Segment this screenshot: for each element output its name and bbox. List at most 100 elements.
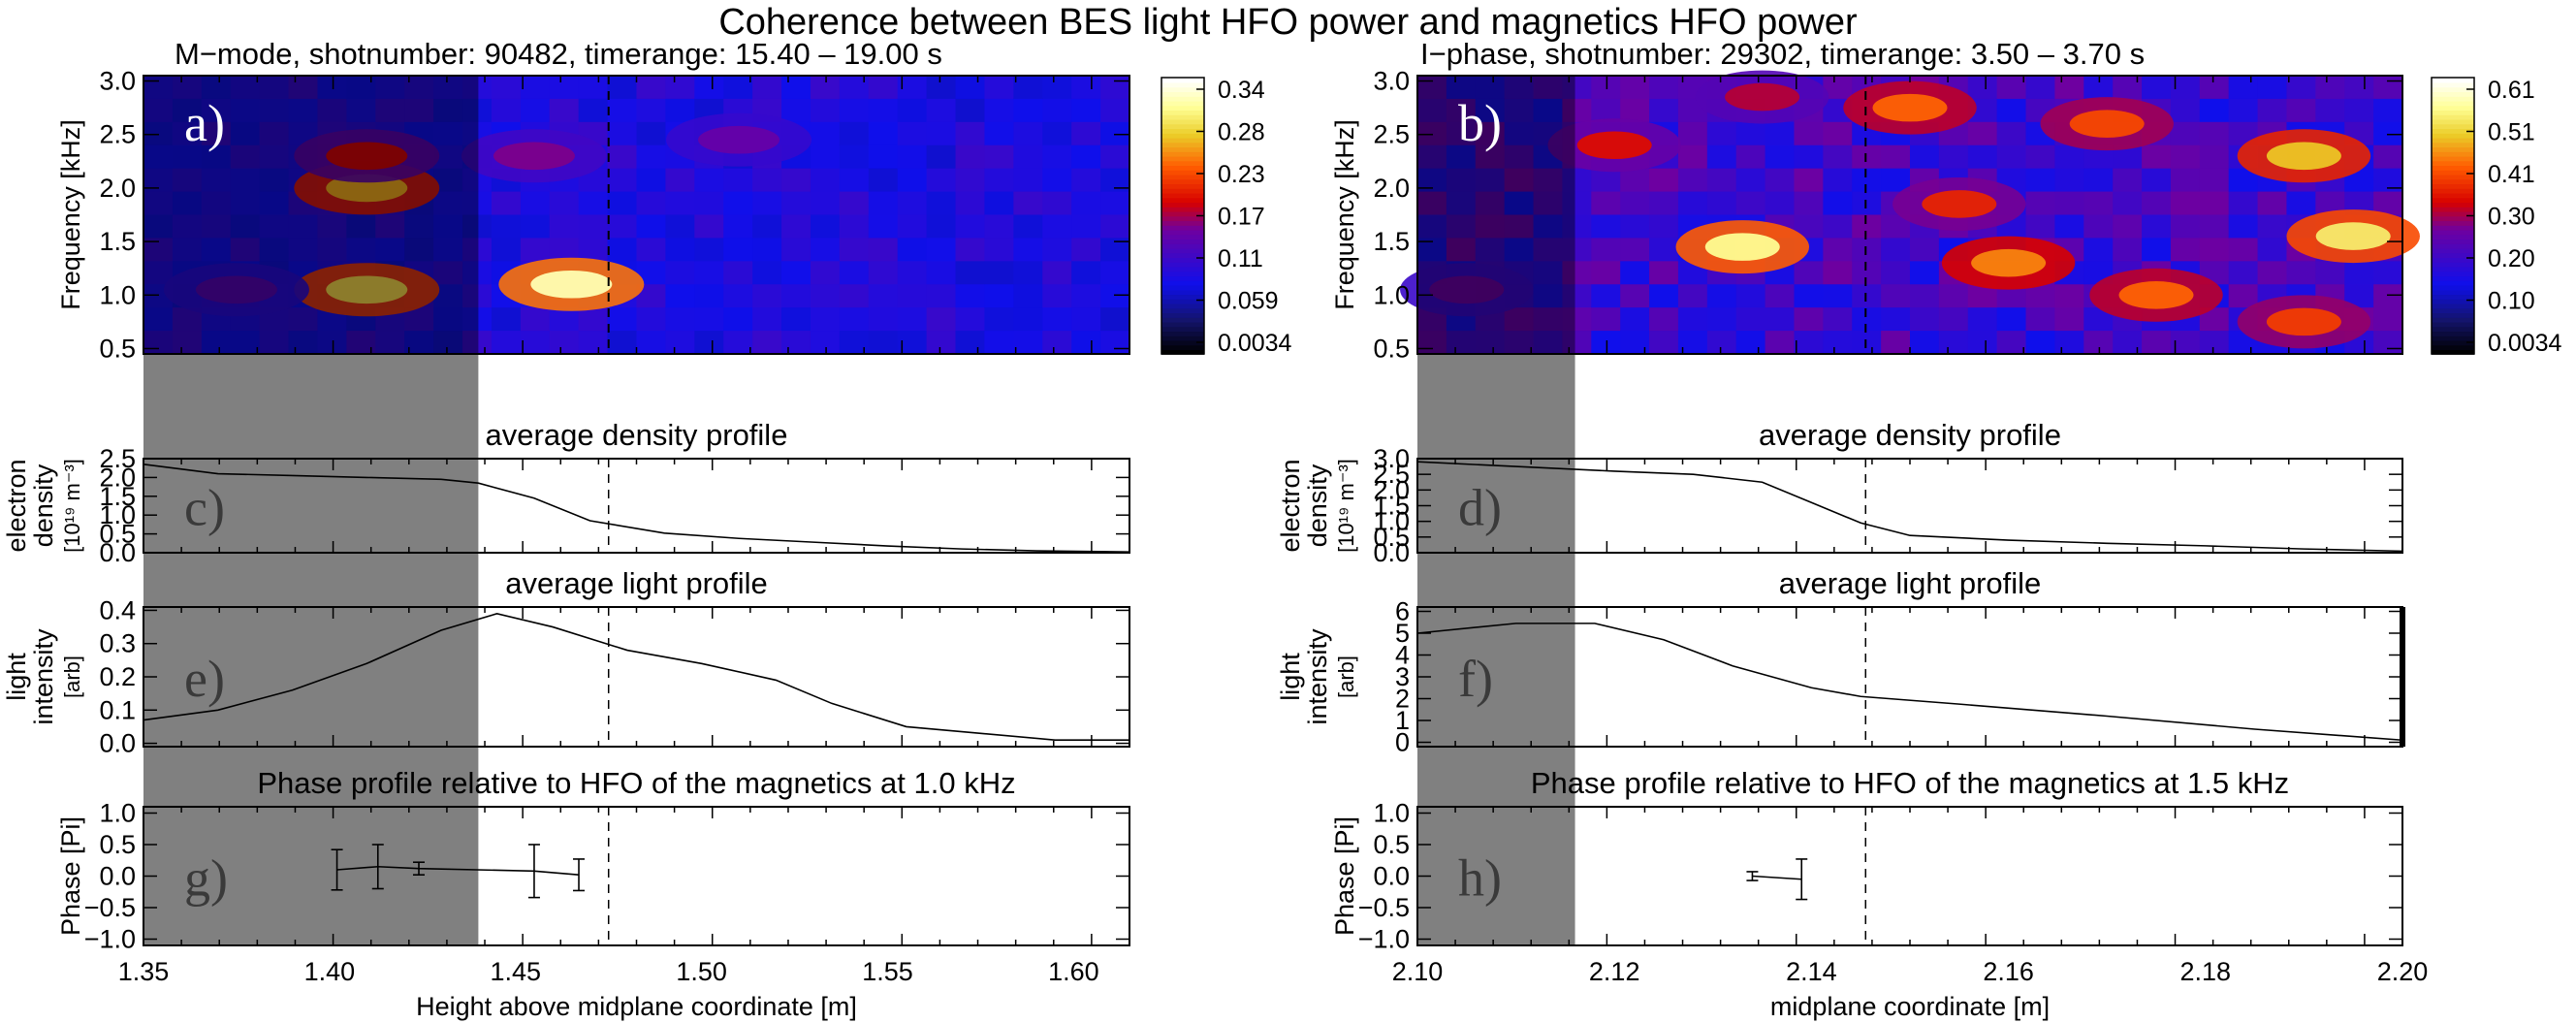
colorbar-swatch	[1161, 317, 1204, 323]
colorbar-swatch	[1161, 239, 1204, 244]
heatmap-cell	[2170, 214, 2201, 240]
heatmap-cell	[868, 261, 899, 285]
heatmap-cell	[1042, 121, 1072, 146]
heatmap-cell	[375, 331, 405, 355]
colorbar-swatch	[2432, 326, 2474, 333]
heatmap-cell	[1620, 168, 1650, 193]
colorbar-swatch	[1161, 344, 1204, 351]
heatmap-hotspot-core	[493, 142, 575, 171]
colorbar-swatch	[1161, 170, 1204, 176]
colorbar-swatch	[2432, 188, 2474, 194]
heatmap-cell	[1620, 261, 1650, 285]
heatmap-cell	[868, 191, 899, 216]
heatmap-cell	[1475, 121, 1506, 146]
heatmap-cell	[926, 284, 957, 308]
heatmap-cell	[810, 144, 841, 170]
heatmap-cell	[2083, 214, 2114, 240]
heatmap-cell	[1938, 307, 1969, 332]
heatmap-cell	[491, 238, 522, 262]
heatmap-cell	[1649, 98, 1679, 123]
heatmap-cell	[520, 307, 551, 332]
heatmap-cell	[2199, 121, 2230, 146]
y-tick-label: 0.4	[99, 595, 136, 624]
heatmap-cell	[2228, 191, 2259, 216]
heatmap-cell	[868, 307, 899, 332]
heatmap-cell	[1533, 331, 1564, 355]
heatmap-cell	[346, 214, 376, 240]
y-tick-label: 0.5	[1373, 830, 1410, 859]
heatmap-cell	[1967, 76, 1998, 100]
heatmap-cell	[636, 121, 667, 146]
heatmap-cell	[1996, 307, 2027, 332]
heatmap-hotspot-core	[326, 275, 408, 304]
heatmap-cell	[2142, 238, 2172, 262]
colorbar-swatch	[2432, 155, 2474, 162]
heatmap-cell	[636, 238, 667, 262]
colorbar-swatch	[1161, 81, 1204, 88]
heatmap-cell	[1823, 331, 1853, 355]
heatmap-cell	[1794, 261, 1824, 285]
colorbar-swatch	[2432, 146, 2474, 152]
heatmap-cell	[1881, 307, 1911, 332]
panel-title: M−mode, shotnumber: 90482, timerange: 15…	[175, 37, 942, 71]
heatmap-cell	[1706, 284, 1737, 308]
colorbar-swatch	[2432, 331, 2474, 336]
heatmap-cell	[2170, 121, 2201, 146]
y-tick-label: 2.0	[1373, 174, 1410, 203]
heatmap-cell	[926, 98, 957, 123]
heatmap-cell	[607, 214, 638, 240]
heatmap-cell	[2025, 331, 2056, 355]
heatmap-cell	[404, 238, 434, 262]
heatmap-cell	[259, 144, 290, 170]
heatmap-cell	[1706, 331, 1737, 355]
heatmap-cell	[984, 121, 1014, 146]
heatmap-cell	[694, 307, 724, 332]
heatmap-cell	[433, 191, 463, 216]
heatmap-cell	[317, 214, 347, 240]
heatmap-cell	[462, 307, 493, 332]
heatmap-cell	[1794, 284, 1824, 308]
heatmap-cell	[404, 214, 434, 240]
heatmap-cell	[984, 98, 1014, 123]
heatmap-cell	[926, 261, 957, 285]
heatmap-cell	[1649, 331, 1679, 355]
colorbar-tick-label: 0.30	[2488, 204, 2535, 231]
colorbar-swatch	[1161, 220, 1204, 226]
heatmap-cell	[984, 76, 1014, 100]
heatmap-hotspot-core	[326, 142, 408, 171]
heatmap-cell	[1562, 331, 1592, 355]
heatmap-cell	[230, 214, 261, 240]
heatmap-cell	[1591, 214, 1621, 240]
colorbar-swatch	[2432, 336, 2474, 341]
colorbar-swatch	[2432, 110, 2474, 115]
heatmap-cell	[2257, 261, 2288, 285]
heatmap-cell	[839, 168, 870, 193]
heatmap-cell	[723, 307, 753, 332]
heatmap-cell	[2025, 284, 2056, 308]
panel-title: average density profile	[486, 418, 788, 452]
heatmap-cell	[549, 76, 580, 100]
heatmap-cell	[897, 144, 928, 170]
heatmap-cell	[1013, 331, 1043, 355]
colorbar-swatch	[1161, 165, 1204, 171]
heatmap-cell	[2113, 214, 2143, 240]
heatmap-cell	[1591, 168, 1621, 193]
colorbar-swatch	[2432, 96, 2474, 102]
panel-title: average density profile	[1759, 418, 2061, 452]
heatmap-cell	[375, 238, 405, 262]
heatmap-cell	[1910, 331, 1940, 355]
heatmap-cell	[636, 307, 667, 332]
heatmap-cell	[1533, 214, 1564, 240]
y-tick-label: −1.0	[84, 925, 136, 954]
heatmap-cell	[1042, 191, 1072, 216]
y-tick-label: 0.5	[99, 520, 136, 549]
heatmap-cell	[2054, 284, 2084, 308]
heatmap-cell	[1013, 191, 1043, 216]
heatmap-cell	[1910, 144, 1940, 170]
x-tick-label: 2.12	[1589, 957, 1640, 986]
x-tick-label: 2.20	[2377, 957, 2429, 986]
heatmap-hotspot-core	[2266, 307, 2341, 336]
colorbar-tick-label: 0.17	[1218, 204, 1265, 231]
colorbar-swatch	[2432, 307, 2474, 314]
heatmap-cell	[752, 284, 782, 308]
